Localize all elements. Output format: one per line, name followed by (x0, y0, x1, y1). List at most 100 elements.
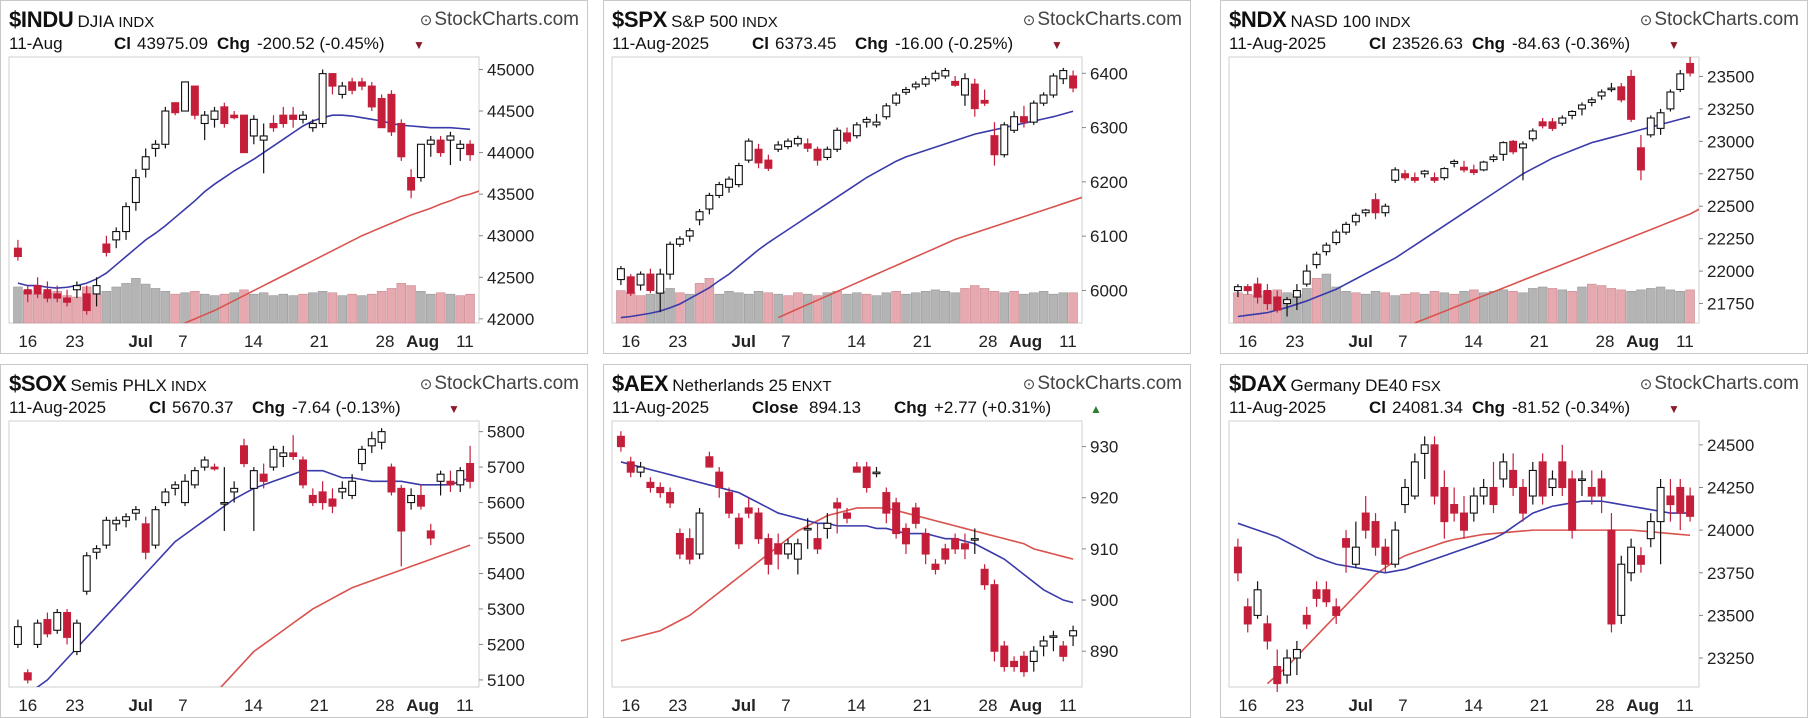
candle (1450, 159, 1459, 168)
candle (33, 277, 42, 299)
candle (308, 119, 317, 132)
candle-body (626, 461, 635, 473)
y-tick-label: 22750 (1707, 165, 1754, 184)
candle-body (23, 672, 32, 681)
y-tick-label: 24500 (1707, 436, 1754, 455)
candle-body (318, 491, 327, 504)
candle (1587, 97, 1596, 107)
candle-body (1371, 199, 1380, 214)
x-tick-label: Aug (1009, 696, 1042, 715)
candle (230, 481, 239, 503)
candle-body (181, 480, 190, 504)
candle-body (764, 159, 773, 169)
x-tick-label: Aug (406, 332, 439, 351)
candle (1000, 122, 1009, 158)
volume-bar (278, 293, 289, 324)
candle-body (1617, 86, 1626, 101)
index-name: S&P 500 (671, 12, 738, 31)
chg-value: +2.77 (+0.31%) (934, 398, 1052, 417)
candle-body (112, 519, 121, 525)
candle (1509, 453, 1518, 497)
candle (843, 127, 851, 144)
volume-bar (131, 278, 141, 324)
candle (1233, 538, 1242, 582)
chg-value: -81.52 (-0.34%) (1512, 398, 1631, 417)
quote-date: 11-Aug-2025 (9, 398, 107, 417)
candle (1292, 640, 1301, 676)
candle-body (1509, 469, 1518, 489)
volume-bar (308, 292, 318, 324)
candle (685, 228, 694, 242)
candle-body (200, 459, 209, 468)
candle-body (646, 273, 655, 291)
candle-body (328, 73, 337, 87)
candle-body (466, 463, 475, 482)
chart-header: $NDX NASD 100 INDX ⊙ StockCharts.com (1229, 7, 1799, 32)
candle (1636, 134, 1645, 181)
candle (793, 135, 802, 147)
candle (1342, 530, 1351, 573)
candle-body (862, 118, 871, 123)
candle (240, 114, 248, 154)
candle-body (33, 285, 42, 295)
close-label: Cl (114, 34, 131, 53)
volume-bar (1331, 286, 1341, 324)
candle (626, 456, 635, 478)
candle-body (1029, 102, 1038, 123)
candle-body (289, 452, 298, 458)
candle-body (1322, 589, 1331, 603)
price-chart-svg: 21750 22000 22250 22500 22750 23000 23250 23500… (1228, 56, 1754, 351)
candle (1322, 242, 1331, 256)
candle (1617, 82, 1626, 103)
candle-body (705, 456, 714, 468)
candle-body (1430, 177, 1439, 181)
chg-value: -16.00 (-0.25%) (895, 34, 1014, 53)
candle-body (1263, 290, 1272, 305)
candle (456, 140, 465, 161)
close-value: 5670.37 (172, 398, 234, 417)
x-tick-label: 11 (1676, 332, 1694, 351)
symbol: $SPX (612, 7, 668, 32)
candle-body (1528, 130, 1537, 140)
candle-body (1587, 99, 1596, 103)
candle (1253, 581, 1262, 619)
candle-body (970, 538, 979, 541)
brand-logo: ⊙ StockCharts.com (1023, 9, 1182, 31)
candle-body (872, 121, 881, 126)
x-tick-label: 16 (1238, 696, 1257, 715)
candle (1039, 635, 1048, 657)
candle-body (1019, 655, 1028, 673)
candle-body (1039, 94, 1048, 104)
candle (1469, 487, 1478, 522)
candle-body (82, 293, 91, 312)
candle-body (833, 129, 842, 150)
candle (426, 135, 435, 157)
candle (656, 482, 665, 498)
candle (210, 463, 219, 471)
candle-body (63, 611, 72, 638)
candle (882, 487, 891, 524)
candle-body (92, 285, 101, 295)
volume-bar (1655, 286, 1666, 324)
candle (171, 481, 180, 496)
candle-body (1253, 283, 1262, 298)
candle-body (397, 122, 406, 158)
volume-bar (1518, 292, 1528, 324)
candle (646, 477, 655, 493)
candle-body (367, 438, 376, 447)
volume-bar (1557, 289, 1568, 324)
candle (377, 428, 386, 450)
candle (666, 241, 675, 280)
candle (1273, 649, 1282, 693)
candle-body (970, 83, 979, 110)
x-tick-label: 21 (1530, 696, 1549, 715)
volume-bar (1341, 291, 1351, 324)
candle-body (1342, 223, 1351, 233)
candle (1489, 461, 1498, 514)
candle-body (436, 139, 445, 154)
candle (230, 111, 239, 120)
candle-body (1069, 75, 1078, 89)
candle-body (892, 94, 901, 104)
volume-bar (871, 295, 882, 324)
candle-body (1646, 117, 1655, 136)
